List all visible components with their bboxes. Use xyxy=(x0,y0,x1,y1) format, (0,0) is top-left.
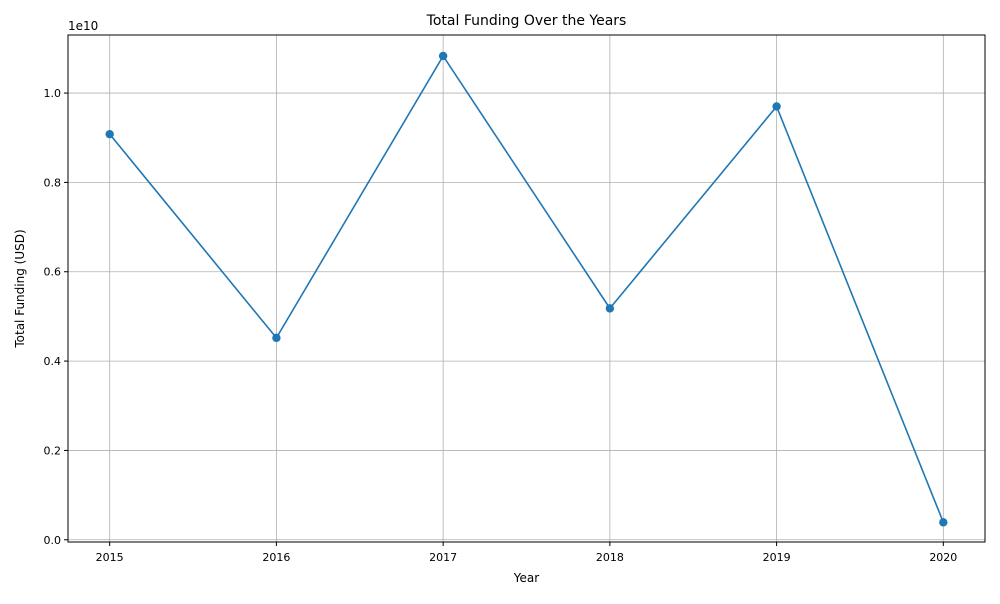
series-layer xyxy=(105,51,948,527)
x-tick-label: 2019 xyxy=(763,551,791,564)
axis-ticks: 2015 2016 2017 2018 2019 2020 0.0 0.2 0.4 0.6 0.8 1… xyxy=(44,87,958,564)
y-tick-label: 0.4 xyxy=(44,355,62,368)
data-point xyxy=(772,102,781,111)
x-tick-label: 2016 xyxy=(262,551,290,564)
y-tick-label: 0.8 xyxy=(44,176,62,189)
y-axis-label: Total Funding (USD) xyxy=(13,229,27,348)
data-point xyxy=(272,333,281,343)
data-point xyxy=(605,304,615,313)
data-point xyxy=(939,518,948,527)
x-tick-label: 2018 xyxy=(596,551,624,564)
series-line xyxy=(109,54,945,523)
x-tick-label: 2015 xyxy=(96,551,124,564)
y-axis-offset-label: 1e10 xyxy=(68,19,98,33)
y-tick-label: 1.0 xyxy=(44,87,62,100)
y-tick-label: 0.0 xyxy=(44,534,62,547)
x-tick-label: 2017 xyxy=(429,551,457,564)
y-tick-label: 0.6 xyxy=(44,266,62,279)
x-tick-label: 2020 xyxy=(929,551,957,564)
chart-title: Total Funding Over the Years xyxy=(426,13,627,29)
y-tick-label: 0.2 xyxy=(44,444,62,457)
data-point xyxy=(438,51,448,61)
x-axis-label: Year xyxy=(513,571,539,585)
plot-area-frame xyxy=(67,34,986,543)
data-point xyxy=(105,129,114,139)
grid xyxy=(68,35,985,542)
